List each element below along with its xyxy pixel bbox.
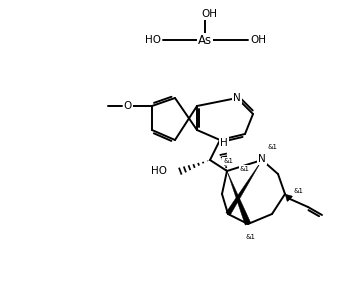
Polygon shape xyxy=(226,160,262,215)
Text: N: N xyxy=(233,93,241,103)
Text: &1: &1 xyxy=(240,166,250,172)
Text: N: N xyxy=(258,154,266,164)
Text: &1: &1 xyxy=(267,144,277,150)
Text: &1: &1 xyxy=(294,188,304,194)
Text: OH: OH xyxy=(201,9,217,19)
Text: As: As xyxy=(198,34,212,47)
Text: O: O xyxy=(124,101,132,111)
Polygon shape xyxy=(227,171,251,225)
Text: &1: &1 xyxy=(223,158,233,164)
Text: OH: OH xyxy=(250,35,266,45)
Text: HO: HO xyxy=(145,35,161,45)
Text: HO: HO xyxy=(151,166,167,176)
Text: &1: &1 xyxy=(246,234,256,240)
Text: H: H xyxy=(220,138,228,148)
